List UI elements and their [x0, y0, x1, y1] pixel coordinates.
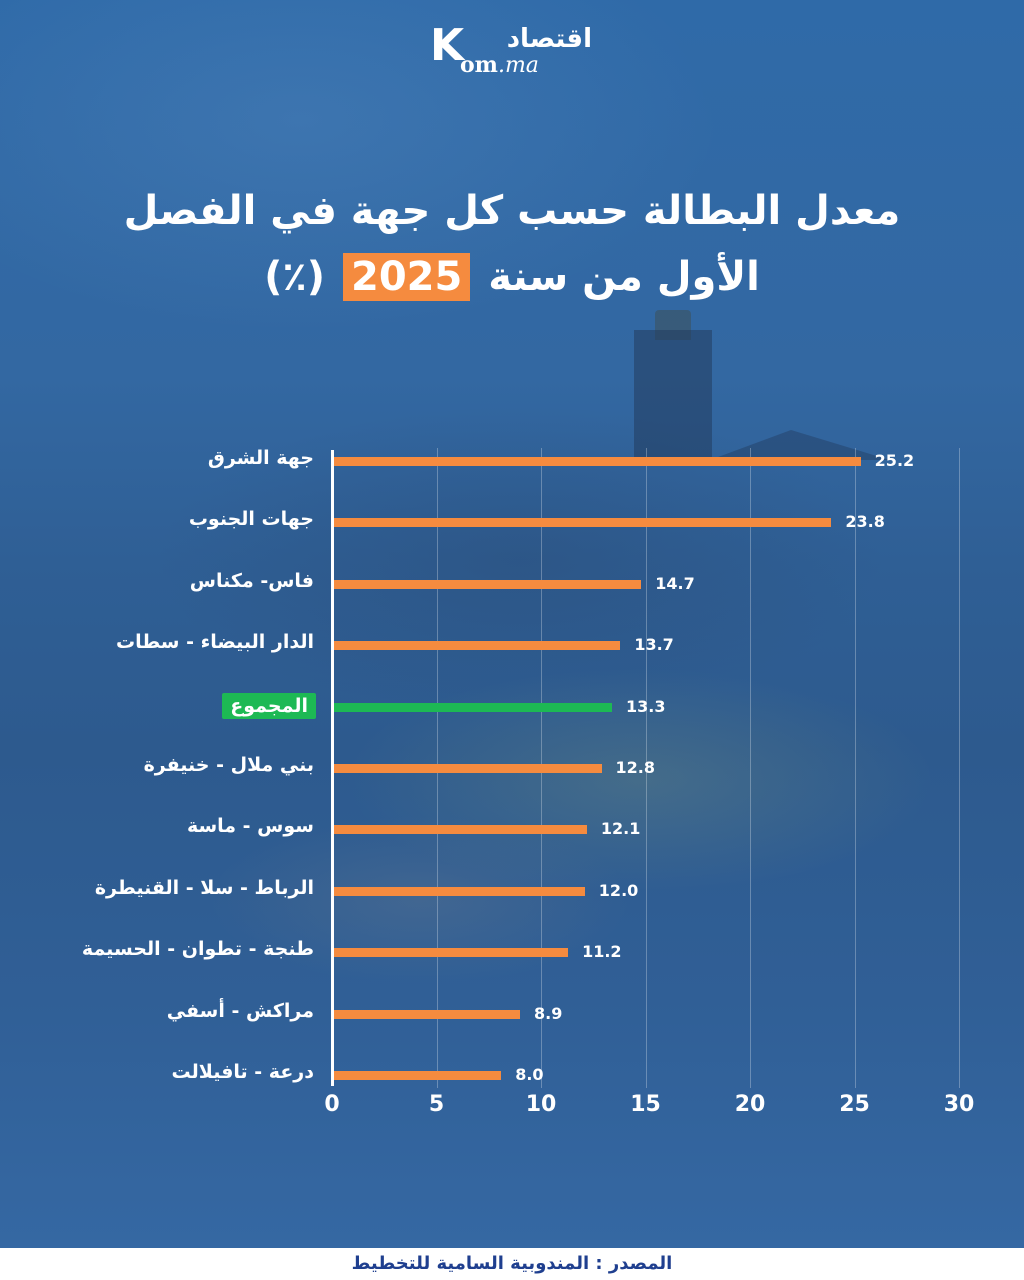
category-label: الدار البيضاء - سطات [116, 631, 314, 654]
year-badge: 2025 [343, 253, 471, 301]
footer: المصدر : المندوبية السامية للتخطيط [0, 1248, 1024, 1280]
minaret-silhouette [634, 330, 712, 460]
value-label: 8.9 [534, 1003, 563, 1023]
unit-label: (٪) [264, 254, 326, 300]
region-bar [334, 886, 585, 896]
logo-arabic: اقتصاد [506, 24, 592, 54]
region-bar [334, 457, 861, 466]
value-label: 12.0 [598, 880, 639, 900]
gridline [854, 448, 856, 1088]
logo-latin-suffix: .ma [497, 53, 539, 78]
region-bar [334, 1009, 520, 1019]
chart-title-line1: معدل البطالة حسب كل جهة في الفصل [123, 188, 901, 234]
region-bar [334, 1071, 502, 1080]
region-bar [334, 948, 569, 958]
value-label: 25.2 [874, 451, 915, 470]
category-label: سوس - ماسة [186, 815, 314, 838]
value-label: 13.3 [625, 696, 666, 716]
value-label: 14.7 [655, 573, 695, 593]
value-label: 12.1 [600, 819, 641, 839]
category-label: بني ملال - خنيفرة [143, 754, 314, 776]
total-category-label: المجموع [222, 692, 316, 719]
region-bar [334, 518, 832, 528]
gridline [959, 448, 960, 1088]
category-label: مراكش - أسفي [166, 999, 314, 1022]
value-label: 13.7 [634, 635, 674, 655]
category-label: جهات الجنوب [188, 508, 314, 531]
logo-latin: om.ma [460, 52, 539, 79]
logo-latin-main: om [460, 52, 498, 78]
value-label: 12.8 [615, 758, 655, 777]
logo-k-glyph: K [430, 20, 465, 71]
value-label: 8.0 [515, 1065, 544, 1084]
category-label: فاس- مكناس [189, 569, 314, 592]
region-bar [334, 825, 587, 835]
x-tick-label: 10 [525, 1092, 557, 1117]
category-label: جهة الشرق [207, 447, 314, 469]
value-label: 11.2 [582, 942, 622, 962]
bar-chart: 0 5 10 15 20 25 30 25.2 جهة الشرق 23.8 جهات الجنوب… [81, 447, 975, 1117]
category-label: الرباط - سلا - القنيطرة [94, 876, 314, 899]
y-axis-line [331, 450, 334, 1086]
title-prefix: الأول من سنة [488, 254, 760, 300]
x-tick-label: 0 [324, 1092, 340, 1117]
background-photo [0, 0, 1024, 1248]
region-bar [334, 641, 621, 651]
gridline [750, 448, 751, 1088]
value-label: 23.8 [845, 512, 885, 532]
x-tick-label: 30 [943, 1092, 975, 1117]
source-label: المصدر : المندوبية السامية للتخطيط [351, 1253, 673, 1274]
gridline [645, 448, 647, 1088]
region-bar [334, 579, 642, 589]
x-tick-label: 5 [428, 1092, 445, 1117]
region-bar [334, 764, 602, 773]
total-bar [334, 702, 612, 712]
category-label: درعة - تافيلالت [171, 1061, 314, 1083]
category-label: طنجة - تطوان - الحسيمة [81, 938, 314, 961]
x-tick-label: 15 [630, 1092, 661, 1117]
x-tick-label: 20 [734, 1092, 766, 1117]
x-tick-label: 25 [839, 1092, 870, 1117]
brand-logo: K اقتصاد om.ma [430, 20, 600, 79]
chart-title-line2: الأول من سنة 2025 (٪) [0, 252, 1024, 302]
